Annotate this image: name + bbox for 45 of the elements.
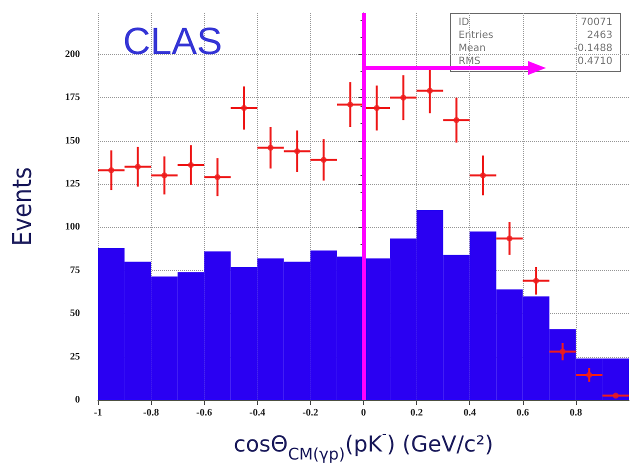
- point: [612, 392, 619, 399]
- y-tick-label: 0: [75, 394, 80, 406]
- y-tick-label: 200: [65, 48, 80, 60]
- point: [161, 172, 168, 178]
- point: [320, 156, 327, 163]
- point: [214, 174, 220, 180]
- point: [374, 105, 380, 112]
- x-tick-label: -1: [94, 408, 102, 418]
- point: [108, 167, 114, 174]
- point: [586, 372, 592, 378]
- x-tick-label: 0.2: [410, 408, 423, 418]
- point: [188, 162, 194, 168]
- y-tick-label: 125: [65, 178, 80, 190]
- point: [294, 148, 300, 154]
- x-tick-label: 0.6: [516, 408, 530, 418]
- y-tick-label: 175: [65, 92, 80, 104]
- x-tick-label: 0.8: [570, 408, 582, 418]
- point: [480, 172, 486, 178]
- point: [560, 348, 566, 355]
- chart-title: CLAS: [123, 21, 222, 63]
- y-tick-label: 150: [65, 135, 80, 146]
- x-tick-label: -0.2: [302, 408, 318, 418]
- point: [426, 88, 433, 94]
- text: Entries 2463: [458, 30, 612, 41]
- point: [347, 102, 354, 108]
- point: [268, 144, 274, 151]
- x-tick-label: 0: [361, 408, 366, 418]
- y-axis-title: Events: [8, 166, 38, 246]
- point: [453, 117, 460, 124]
- y-tick-label: 25: [70, 351, 80, 362]
- y-tick-label: 75: [70, 264, 80, 276]
- y-tick-label: 100: [65, 222, 80, 233]
- text: RMS 0.4710: [458, 56, 612, 67]
- x-tick-label: -0.6: [196, 408, 212, 418]
- point: [533, 278, 540, 284]
- point: [400, 94, 406, 101]
- point: [134, 164, 141, 170]
- point: [241, 105, 248, 112]
- text: ID 70071: [458, 17, 612, 28]
- x-tick-label: 0.4: [463, 408, 476, 418]
- y-tick-label: 50: [70, 308, 80, 320]
- text: Mean -0.1488: [458, 43, 612, 54]
- x-tick-label: -0.4: [249, 408, 266, 418]
- x-tick-label: -0.8: [143, 408, 160, 418]
- point: [506, 235, 513, 242]
